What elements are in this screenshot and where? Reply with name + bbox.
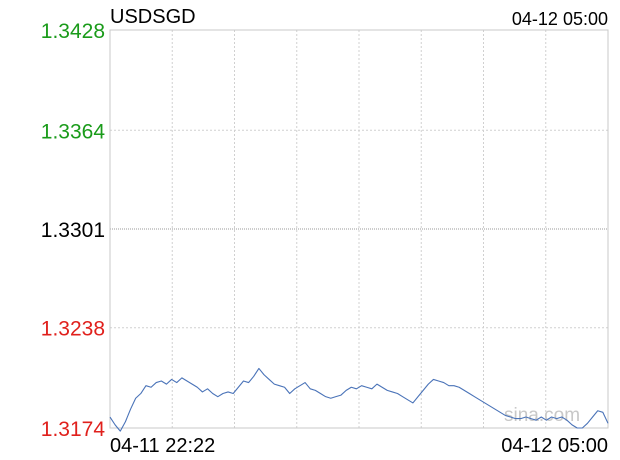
x-tick-label-start: 04-11 22:22: [110, 435, 215, 457]
watermark: sina.com: [504, 405, 580, 426]
price-series-line: [109, 367, 609, 432]
timestamp: 04-12 05:00: [512, 9, 608, 29]
plot-frame: [109, 29, 609, 429]
y-tick-label: 1.3174: [41, 418, 106, 441]
y-tick-label: 1.3238: [41, 318, 105, 341]
x-axis-ticks: 04-11 22:22 04-12 05:00: [110, 435, 608, 457]
grid: [110, 30, 608, 428]
y-axis-ticks: 1.3428 1.3364 1.3301 1.3238 1.3174: [41, 20, 106, 441]
y-tick-label: 1.3301: [41, 219, 105, 242]
chart-title: USDSGD: [110, 6, 196, 28]
y-tick-label: 1.3364: [41, 120, 106, 143]
x-tick-label-end: 04-12 05:00: [501, 435, 608, 457]
y-tick-label: 1.3428: [41, 20, 105, 43]
